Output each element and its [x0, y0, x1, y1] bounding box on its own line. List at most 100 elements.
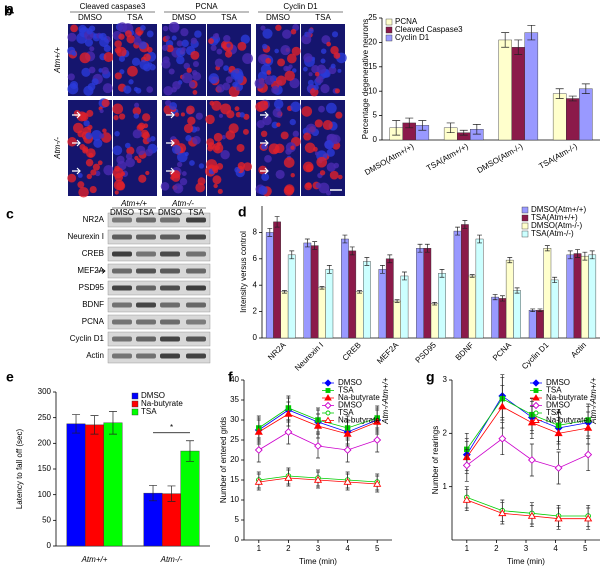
blot-band	[186, 234, 206, 240]
legend-label: TSA	[338, 386, 354, 395]
bar	[461, 224, 469, 339]
legend-label: DMSO(Atm+/+)	[531, 205, 586, 214]
y-axis-label: Number of rearings	[431, 426, 440, 494]
cell	[99, 133, 105, 139]
cell	[315, 75, 324, 84]
cell	[217, 188, 223, 195]
cell	[237, 41, 247, 51]
x-tick-label: 3	[316, 544, 321, 553]
cell	[258, 165, 268, 175]
protein-label: Actin	[86, 351, 104, 360]
cell	[181, 47, 186, 52]
cell	[171, 173, 181, 182]
blot-strip	[107, 348, 211, 364]
protein-label: Neurexin I	[68, 232, 104, 241]
marker	[498, 434, 507, 443]
blot-band	[136, 302, 156, 308]
cell	[83, 85, 94, 96]
cell	[240, 34, 250, 44]
error-bar	[492, 294, 498, 301]
arrow	[260, 139, 269, 147]
micrographs	[67, 21, 347, 198]
cell	[67, 137, 77, 147]
arrow	[166, 139, 175, 147]
cell	[234, 106, 240, 112]
blot-strip	[107, 314, 211, 330]
y-tick-label: 4	[253, 280, 258, 289]
x-tick-label: PCNA	[491, 340, 514, 363]
cell	[314, 151, 319, 156]
cell	[128, 79, 134, 85]
cell	[303, 132, 312, 141]
cell	[303, 53, 313, 63]
marker	[498, 402, 507, 410]
cell	[284, 70, 295, 82]
cell	[117, 22, 128, 33]
x-tick-label: 2	[494, 544, 499, 553]
blot-strip	[107, 212, 211, 228]
legend-label: DMSO(Atm-/-)	[531, 221, 582, 230]
bar	[103, 422, 123, 547]
cell	[146, 46, 153, 53]
arrow	[72, 139, 81, 147]
cell	[101, 99, 110, 108]
cell	[264, 154, 272, 163]
y-tick-label: 2	[253, 307, 258, 316]
marker	[313, 421, 323, 429]
y-tick-label: 25	[368, 13, 377, 22]
legend-label: Na-butyrate	[338, 393, 380, 402]
error-bar	[575, 249, 581, 258]
cell	[206, 138, 215, 147]
cell	[78, 186, 89, 198]
cell	[183, 123, 194, 134]
y-tick-label: 6	[253, 254, 258, 263]
x-tick-label: 4	[553, 544, 558, 553]
bar	[265, 232, 274, 339]
cell	[225, 76, 233, 84]
cell	[223, 34, 231, 43]
cell	[284, 184, 295, 195]
annotation: *	[170, 423, 173, 432]
cell	[179, 178, 188, 186]
legend-swatch	[385, 26, 393, 34]
marker	[554, 429, 563, 437]
cell	[214, 58, 224, 68]
cell	[78, 24, 87, 34]
x-tick-label: DMSO(Atm+/+)	[363, 142, 416, 178]
cell	[181, 72, 193, 84]
cell	[274, 48, 279, 54]
legend-label: Na-butyrate	[141, 399, 183, 408]
cell	[292, 130, 300, 138]
cell	[77, 181, 85, 189]
x-tick-label: TSA(Atm-/-)	[537, 142, 579, 171]
error-bar	[267, 228, 273, 237]
cell	[86, 173, 92, 180]
legend-label: DMSO	[546, 378, 570, 387]
cell	[320, 58, 326, 64]
cell	[101, 66, 109, 75]
x-tick-label: CREB	[341, 341, 363, 363]
y-tick-label: 2	[443, 428, 448, 437]
y-tick-label: 0	[253, 333, 258, 342]
blot-band	[160, 353, 180, 359]
cell	[145, 148, 153, 157]
y-tick-label: 8	[253, 228, 258, 237]
bar	[85, 424, 104, 547]
cell	[114, 130, 120, 137]
legend-marker	[324, 401, 332, 410]
error-bar	[394, 299, 400, 303]
bar	[498, 39, 512, 141]
bar	[581, 255, 589, 339]
cell	[239, 112, 245, 118]
cell	[212, 175, 222, 185]
bar	[573, 253, 582, 339]
cell	[125, 153, 133, 160]
cell	[320, 84, 330, 94]
blot-band	[186, 251, 206, 257]
cell	[210, 44, 217, 51]
y-tick-label: 20	[230, 455, 239, 464]
marker	[284, 428, 293, 436]
cell	[326, 162, 336, 172]
y-tick-label: 35	[230, 395, 239, 404]
error-bar	[514, 287, 520, 294]
